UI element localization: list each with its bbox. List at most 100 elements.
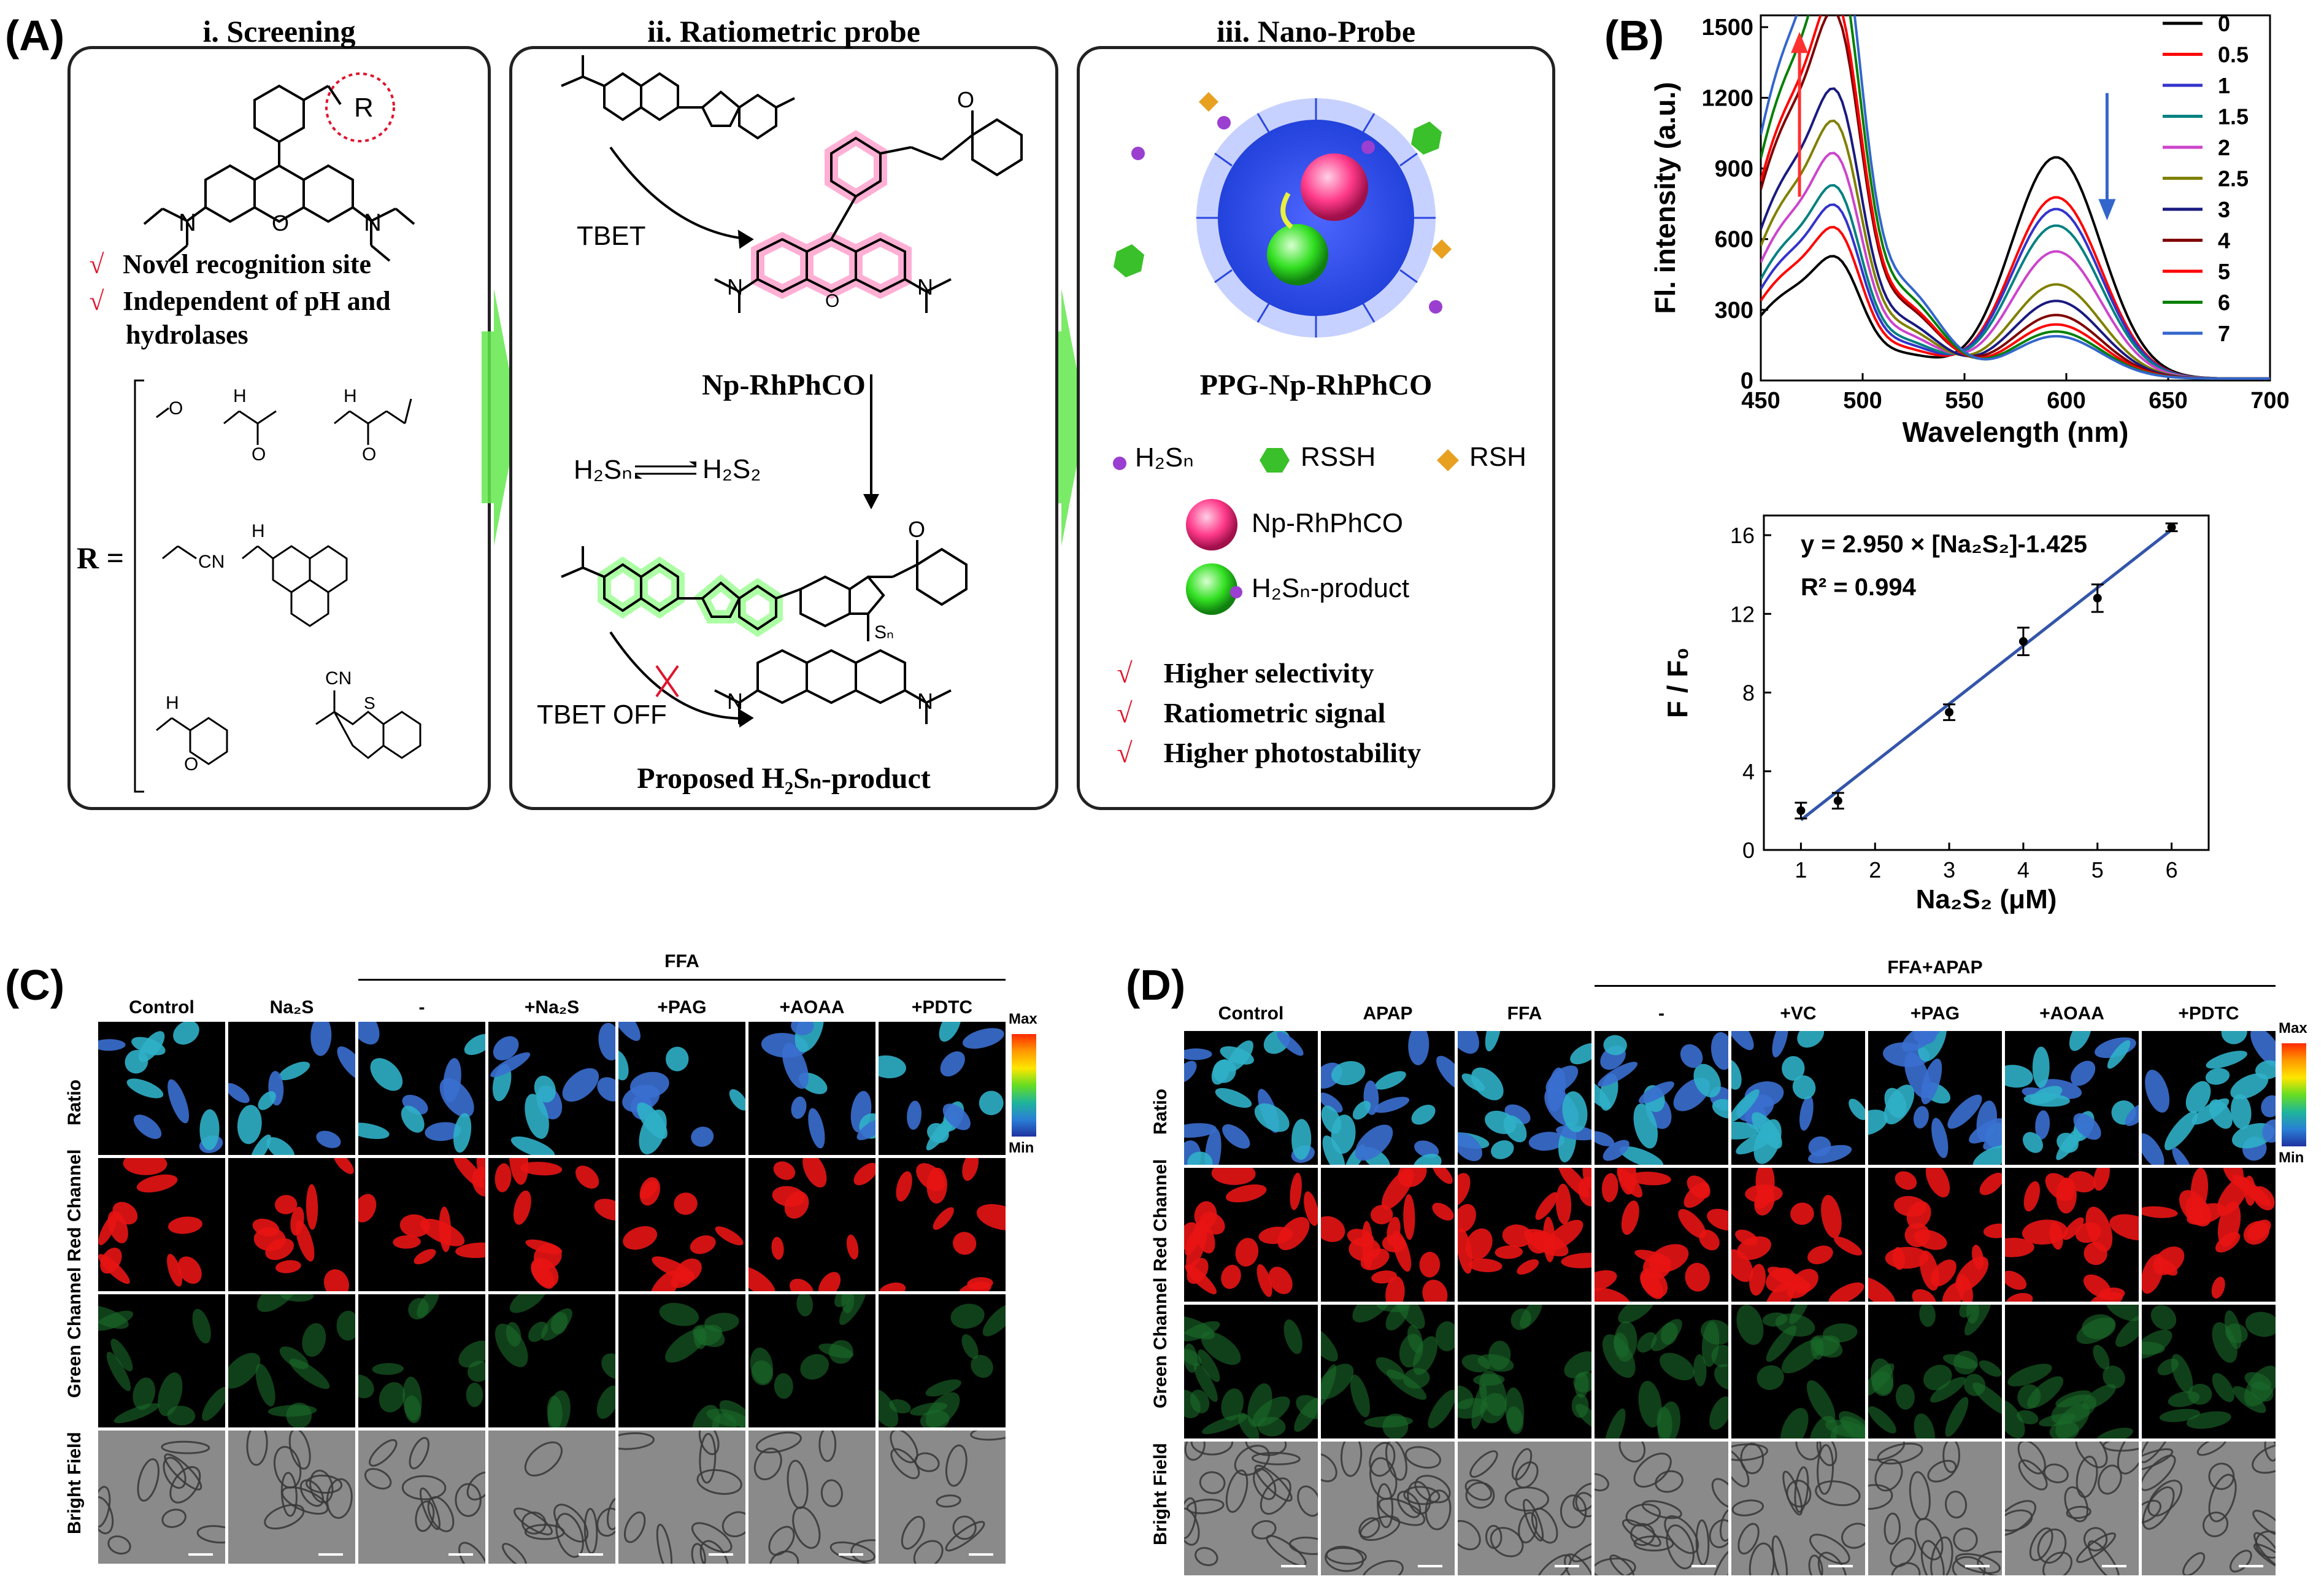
nano-check-2: √ Ratiometric signal [1117, 697, 1386, 728]
probe-carbonyl-o: O [957, 87, 974, 112]
micrograph-tile [1458, 1442, 1591, 1575]
micrograph-tile [879, 1158, 1006, 1291]
ratio-colorbar [2282, 1043, 2306, 1146]
amine-n-left: N [179, 209, 196, 236]
nanoparticle-diagram [1114, 92, 1452, 338]
row-label: Ratio [1150, 1089, 1171, 1135]
rhodamine-structure: R O N N [143, 72, 415, 262]
column-label: +VC [1780, 1003, 1817, 1024]
panel-label-b: (B) [1604, 12, 1664, 60]
check-icon: √ [89, 249, 104, 279]
screening-title: i. Screening [202, 14, 356, 48]
micrograph-tile [618, 1294, 745, 1427]
panel-label-d: (D) [1126, 961, 1186, 1009]
micrograph-tile [1321, 1305, 1455, 1438]
r2-o: O [252, 444, 266, 465]
micrograph-tile [1595, 1305, 1728, 1438]
probe-name: Np-RhPhCO [702, 369, 866, 401]
tbet-off-label: TBET OFF [537, 700, 667, 730]
product-name: Proposed H₂Sₙ-product [637, 762, 931, 795]
probe-xanthene-o: O [825, 291, 839, 311]
micrograph-tile [98, 1294, 225, 1427]
row-label: Red Channel [64, 1149, 85, 1262]
micrograph-tile [98, 1158, 225, 1291]
group-bracket [358, 979, 1006, 981]
nano-legend-probe: Np-RhPhCO [1184, 497, 1491, 552]
ratiometric-panel: ii. Ratiometric probe [509, 14, 1058, 810]
sn-label: Sₙ [874, 622, 894, 643]
row-label: Red Channel [1150, 1159, 1171, 1272]
micrograph-tile [1731, 1168, 1865, 1302]
legend-product: H₂Sₙ-product [1252, 573, 1410, 603]
y-tick-label: 8 [1742, 681, 1755, 706]
series-group [1761, 15, 2270, 380]
probe-n-right: N [917, 274, 933, 299]
series-line-6 [1761, 15, 2270, 380]
micrograph-tile [2005, 1168, 2139, 1302]
x-tick-label: 1 [1795, 857, 1807, 882]
r-group-structures: O H O H O CN H H O CN S [134, 379, 421, 793]
nano-name: PPG-Np-RhPhCO [1199, 369, 1433, 401]
x-axis-label: Na₂S₂ (μM) [1916, 884, 2057, 914]
micrograph-tile [879, 1022, 1006, 1155]
micrograph-tile [358, 1022, 485, 1155]
column-label: - [418, 997, 425, 1017]
micrograph-tile [2005, 1031, 2139, 1165]
micrograph-tile [879, 1431, 1006, 1564]
micrograph-tile [228, 1158, 355, 1291]
data-point [1945, 708, 1954, 717]
rsh-diamond-icon [1437, 449, 1459, 471]
micrograph-tile [748, 1158, 875, 1291]
row-label: Bright Field [64, 1431, 85, 1534]
x-tick-label: 2 [1869, 857, 1881, 882]
row-label: Green Channel [64, 1267, 85, 1398]
r7-s: S [364, 693, 375, 712]
micrograph-tile [1868, 1168, 2002, 1302]
y-tick-label: 600 [1715, 227, 1753, 253]
spectra-chart: 450 500 550 600 650 700030060090012001500Wave… [1650, 11, 2290, 448]
row-label: Bright Field [1150, 1443, 1171, 1545]
legend-label-6: 6 [2218, 290, 2230, 315]
legend-label-2: 2 [2218, 135, 2230, 160]
h2sn-dot-icon [1113, 457, 1126, 470]
micrograph-tile [618, 1022, 745, 1155]
legend-h2sn: H₂Sₙ [1135, 442, 1194, 473]
y-tick-label: 16 [1730, 523, 1755, 548]
micrograph-tile [2142, 1031, 2276, 1165]
micrograph-tile [1731, 1442, 1865, 1575]
micrograph-tile [1321, 1031, 1455, 1165]
micrograph-tile [618, 1158, 745, 1291]
r4-cn: CN [198, 552, 225, 572]
r1-o: O [169, 398, 183, 419]
x-axis-label: Wavelength (nm) [1903, 416, 2129, 448]
group-bracket [1595, 985, 2276, 987]
group-label: FFA [664, 951, 699, 971]
micrograph-tile [748, 1294, 875, 1427]
legend-label-1: 1 [2218, 73, 2230, 98]
column-label: Control [1218, 1003, 1284, 1024]
y-axis-label: Fl. intensity (a.u.) [1650, 82, 1681, 314]
micrograph-tile [98, 1022, 225, 1155]
fit-r2: R² = 0.994 [1801, 574, 1917, 601]
plot-frame [1763, 514, 2210, 851]
micrograph-tile [488, 1022, 615, 1155]
x-tick-label: 6 [2166, 857, 2178, 882]
ratio-colorbar [1012, 1034, 1036, 1137]
column-label: +PAG [657, 997, 707, 1017]
legend-rssh: RSSH [1301, 442, 1376, 472]
panel-label-a: (A) [5, 12, 65, 60]
legend-label-4: 4 [2218, 228, 2230, 253]
micrograph-tile [1868, 1442, 2002, 1575]
y-tick-label: 0 [1741, 368, 1753, 394]
x-tick-label: 650 [2149, 388, 2187, 414]
y-tick-label: 12 [1730, 601, 1755, 627]
colorbar-max-label: Max [1009, 1011, 1037, 1027]
micrograph-tile [358, 1294, 485, 1427]
series-line-5 [1761, 15, 2270, 380]
micrograph-tile [1595, 1168, 1728, 1302]
product-carbonyl-o: O [908, 517, 925, 542]
micrograph-tile [748, 1022, 875, 1155]
nano-check-3: √ Higher photostability [1117, 737, 1422, 768]
legend-label-0: 0 [2218, 11, 2230, 36]
column-label: +PDTC [911, 997, 973, 1017]
